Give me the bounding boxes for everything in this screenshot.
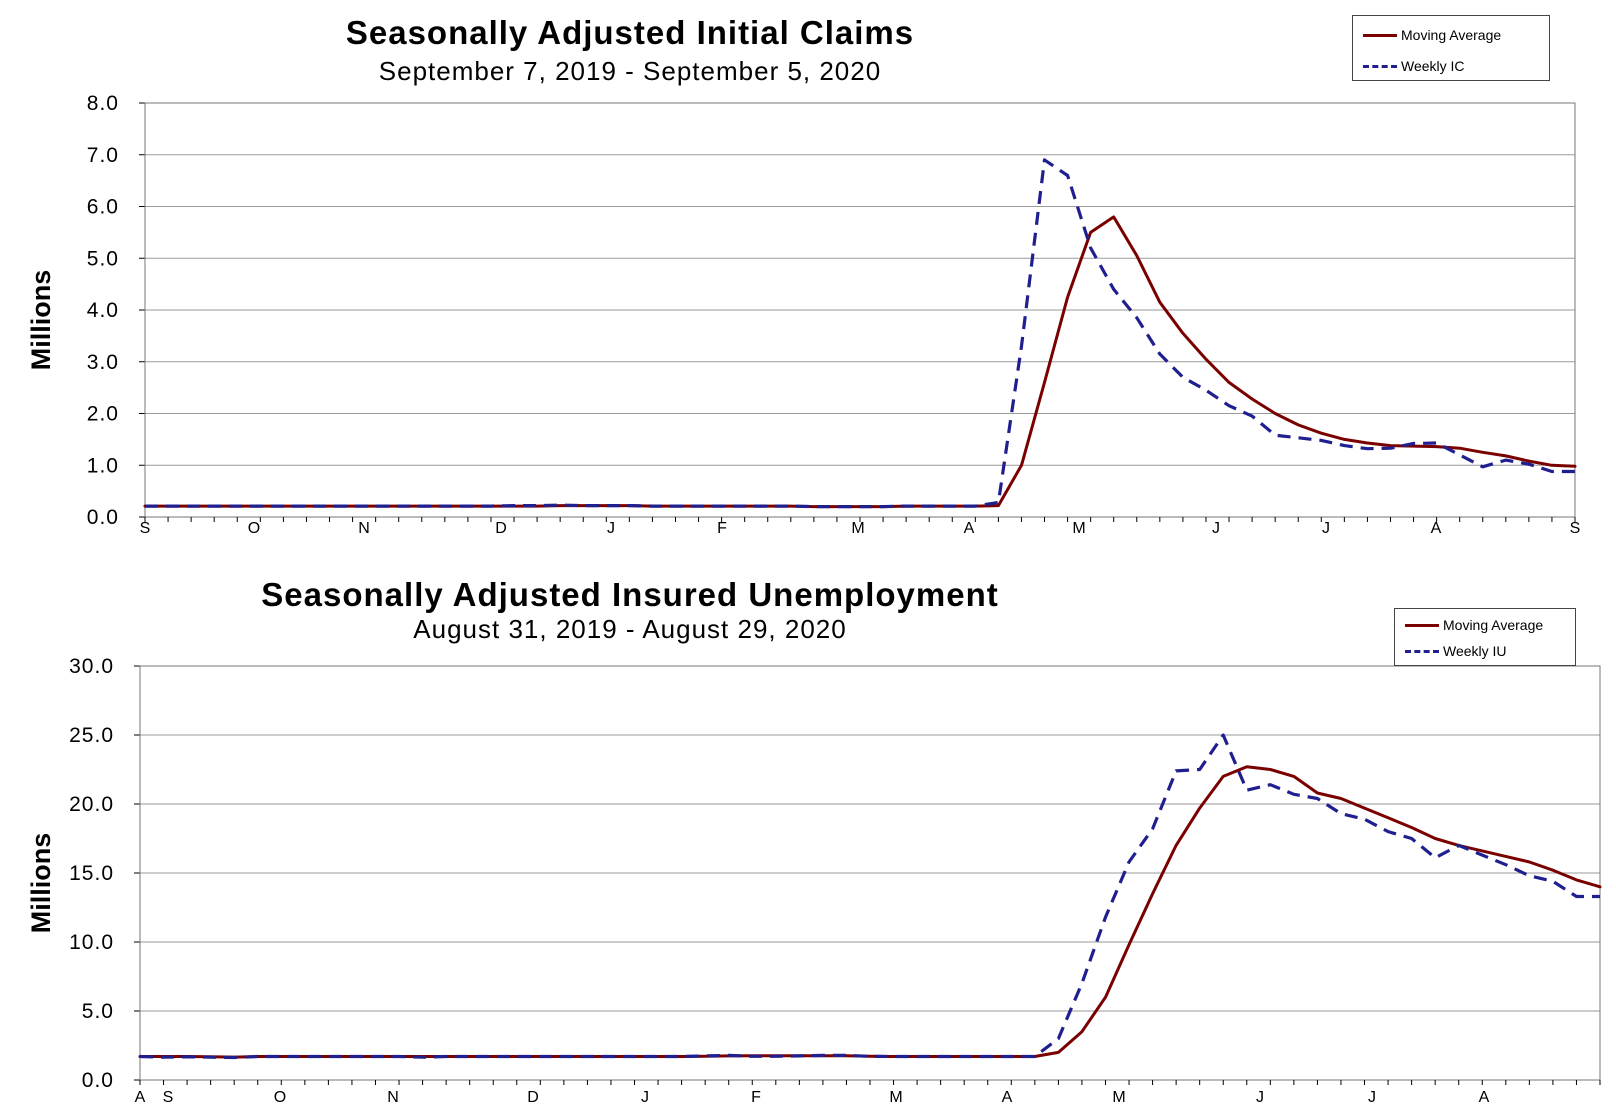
y-tick-label: 20.0 [69, 793, 114, 816]
y-tick-label: 30.0 [69, 655, 114, 678]
x-tick-label: J [1368, 1089, 1376, 1106]
x-tick-label: S [1570, 520, 1581, 537]
insured-unemployment-chart: Seasonally Adjusted Insured Unemployment… [0, 568, 1616, 1117]
series-line-moving-average [138, 765, 1602, 1059]
y-tick-label: 1.0 [87, 454, 119, 477]
legend-label: Weekly IU [1443, 643, 1507, 659]
y-tick-label: 5.0 [87, 247, 119, 270]
y-tick-label: 0.0 [82, 1069, 114, 1092]
x-tick-label: J [1322, 520, 1330, 537]
x-tick-label: J [607, 520, 615, 537]
x-tick-label: M [1072, 520, 1085, 537]
y-tick-label: 8.0 [87, 92, 119, 115]
chart-subtitle: August 31, 2019 - August 29, 2020 [413, 614, 847, 644]
legend-item-moving-average: Moving Average [1353, 27, 1501, 43]
x-tick-label: F [751, 1089, 761, 1106]
y-tick-label: 2.0 [87, 403, 119, 426]
y-tick-label: 0.0 [87, 506, 119, 529]
x-tick-label: N [358, 520, 370, 537]
y-tick-label: 5.0 [82, 1000, 114, 1023]
y-tick-label: 25.0 [69, 724, 114, 747]
series-line-weekly [145, 158, 1575, 509]
legend-item-moving-average: Moving Average [1395, 617, 1543, 633]
x-tick-label: J [641, 1089, 649, 1106]
legend-label: Weekly IC [1401, 58, 1465, 74]
x-tick-label: J [1256, 1089, 1264, 1106]
series-line-weekly [139, 733, 1600, 1060]
y-tick-label: 15.0 [69, 862, 114, 885]
x-tick-label: F [717, 520, 727, 537]
x-tick-label: A [1479, 1089, 1490, 1106]
legend-item-weekly-ic: Weekly IC [1353, 58, 1465, 74]
x-tick-label: A [1002, 1089, 1013, 1106]
dashed-line-swatch-icon [1363, 64, 1397, 68]
y-tick-label: 3.0 [87, 351, 119, 374]
legend-item-weekly-iu: Weekly IU [1395, 643, 1507, 659]
x-tick-label: N [387, 1089, 399, 1106]
chart-subtitle: September 7, 2019 - September 5, 2020 [378, 56, 882, 86]
x-tick-label: O [274, 1089, 286, 1106]
x-tick-label: J [1212, 520, 1220, 537]
solid-line-swatch-icon [1363, 33, 1397, 37]
y-axis-label: Millions [26, 833, 56, 934]
x-tick-label: A [135, 1089, 146, 1106]
initial-claims-chart: Seasonally Adjusted Initial Claims Septe… [0, 0, 1616, 545]
x-tick-label: O [248, 520, 260, 537]
x-tick-label: S [140, 520, 151, 537]
x-tick-label: D [495, 520, 507, 537]
y-tick-label: 7.0 [87, 144, 119, 167]
chart-title: Seasonally Adjusted Insured Unemployment [261, 576, 999, 613]
x-tick-label: A [964, 520, 975, 537]
x-tick-label: A [1431, 520, 1442, 537]
legend-label: Moving Average [1443, 617, 1544, 633]
plot-area: 0.05.010.015.020.025.030.0A S O N D J F M A M J J AM… [26, 655, 1602, 1106]
chart-title: Seasonally Adjusted Initial Claims [345, 14, 915, 51]
plot-area: 0.0 1.0 2.0 3.0 4.0 5.0 6.0 7.0 8.0 S O N D J F M A M J J A S… [26, 92, 1581, 537]
x-tick-label: D [527, 1089, 539, 1106]
x-tick-label: S [163, 1089, 174, 1106]
legend-label: Moving Average [1401, 27, 1502, 43]
y-tick-label: 6.0 [87, 196, 119, 219]
y-axis-label: Millions [26, 270, 56, 371]
legend: Moving Average Weekly IU [1394, 608, 1576, 666]
x-tick-label: M [851, 520, 864, 537]
dashed-line-swatch-icon [1405, 649, 1439, 653]
x-tick-label: M [889, 1089, 902, 1106]
solid-line-swatch-icon [1405, 623, 1439, 627]
y-tick-label: 4.0 [87, 299, 119, 322]
x-tick-label: M [1112, 1089, 1125, 1106]
y-tick-label: 10.0 [69, 931, 114, 954]
legend: Moving Average Weekly IC [1352, 15, 1550, 81]
